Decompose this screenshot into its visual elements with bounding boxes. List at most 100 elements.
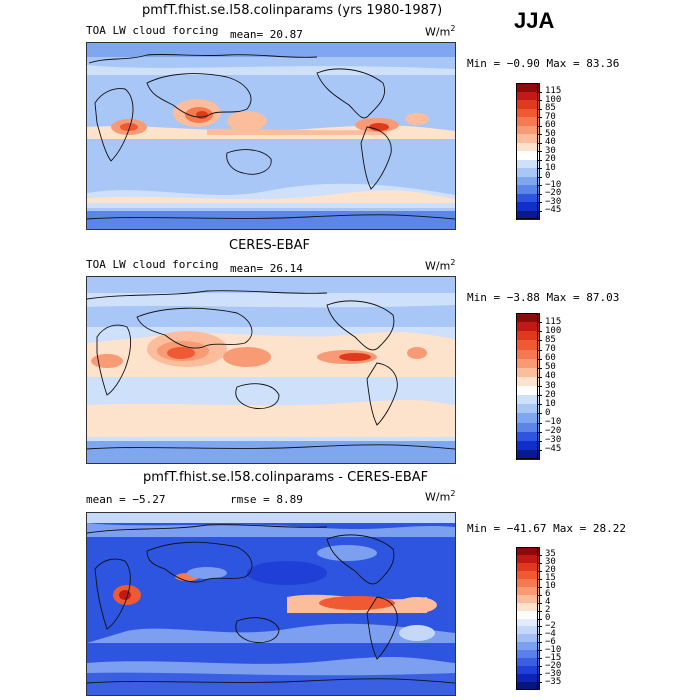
colorbar-label: −20 [545, 426, 562, 437]
colorbar-tick [538, 554, 542, 556]
colorbar-label: 20 [545, 154, 556, 164]
panel-title: pmfT.fhist.se.l58.colinparams - CERES-EB… [143, 470, 429, 485]
colorbar-tick [538, 386, 542, 387]
colorbar-label: 50 [545, 128, 556, 139]
colorbar-label: −30 [545, 196, 562, 207]
colorbar-label: 60 [545, 120, 556, 130]
rmse-value: rmse = 8.89 [230, 493, 303, 506]
colorbar-label: 0 [545, 407, 551, 418]
colorbar-label: −10 [545, 179, 562, 190]
colorbar-label: −4 [545, 628, 556, 639]
colorbar-tick [538, 658, 542, 660]
global-map [86, 512, 456, 696]
colorbar-tick [538, 562, 542, 564]
colorbar-tick [538, 202, 542, 203]
colorbar-label: 100 [545, 94, 562, 105]
colorbar-label: 20 [545, 389, 556, 400]
units-label: W/m2 [425, 258, 456, 273]
colorbar-tick [538, 650, 542, 652]
units-label: W/m2 [425, 24, 456, 39]
colorbar-frame [516, 83, 538, 219]
colorbar-label: 6 [545, 589, 551, 600]
min-max-label: Min = −41.67 Max = 28.22 [467, 522, 626, 535]
colorbar-tick [538, 395, 542, 397]
colorbar-label: −10 [545, 417, 562, 427]
colorbar-tick [538, 618, 542, 620]
colorbar-tick [538, 666, 542, 668]
colorbar-label: 10 [545, 581, 556, 592]
colorbar-tick [538, 449, 542, 451]
colorbar-tick [538, 100, 542, 101]
colorbar-tick [538, 142, 542, 144]
colorbar-label: 30 [545, 380, 556, 391]
colorbar-label: 15 [545, 573, 556, 584]
colorbar-label: 0 [545, 171, 551, 181]
colorbar-label: 20 [545, 565, 556, 576]
colorbar-label: 2 [545, 605, 551, 616]
global-map [86, 276, 456, 464]
colorbar-tick [538, 168, 542, 169]
colorbar-tick [538, 108, 542, 110]
colorbar-tick [538, 642, 542, 644]
colorbar-label: 60 [545, 353, 556, 364]
colorbar-tick [538, 594, 542, 596]
colorbar-label: 10 [545, 398, 556, 409]
colorbar-label: 40 [545, 137, 556, 147]
colorbar-tick [538, 358, 542, 360]
colorbar-label: 0 [545, 613, 551, 623]
colorbar-tick [538, 367, 542, 369]
colorbar-tick [538, 185, 542, 186]
colorbar-tick [538, 674, 542, 676]
colorbar-tick [538, 602, 542, 604]
colorbar-tick [538, 349, 542, 351]
colorbar-tick [538, 578, 542, 580]
variable-label: TOA LW cloud forcing [86, 258, 219, 271]
panel-title: pmfT.fhist.se.l58.colinparams (yrs 1980-… [142, 3, 443, 18]
colorbar-frame [516, 313, 538, 459]
colorbar-label: 85 [545, 334, 556, 345]
colorbar-tick [538, 626, 542, 628]
colorbar-label: 35 [545, 549, 556, 560]
colorbar-tick [538, 682, 542, 684]
colorbar-label: −20 [545, 188, 562, 198]
colorbar-frame [516, 547, 538, 690]
colorbar-label: 30 [545, 145, 556, 156]
units-label: W/m2 [425, 489, 456, 504]
colorbar-tick [538, 404, 542, 406]
colorbar-label: 30 [545, 557, 556, 568]
colorbar-label: −45 [545, 205, 562, 215]
colorbar-tick [538, 413, 542, 415]
colorbar-label: −45 [545, 444, 562, 455]
colorbar-tick [538, 125, 542, 127]
colorbar-label: 10 [545, 162, 556, 173]
colorbar-label: 115 [545, 316, 562, 327]
colorbar-label: −15 [545, 652, 562, 663]
colorbar-tick [538, 331, 542, 333]
colorbar-tick [538, 151, 542, 152]
colorbar-label: 40 [545, 371, 556, 382]
colorbar-tick [538, 440, 542, 442]
colorbar-tick [538, 176, 542, 178]
min-max-label: Min = −0.90 Max = 83.36 [467, 57, 620, 70]
colorbar-tick [538, 117, 542, 118]
colorbar-tick [538, 322, 542, 324]
mean-value: mean= 26.14 [230, 262, 303, 275]
colorbar-tick [538, 570, 542, 572]
colorbar-tick [538, 91, 542, 93]
colorbar-tick [538, 586, 542, 588]
colorbar-label: −10 [545, 644, 562, 655]
colorbar-label: −30 [545, 668, 562, 679]
colorbar-label: −6 [545, 636, 556, 647]
colorbar-label: −30 [545, 435, 562, 446]
colorbar-tick [538, 431, 542, 433]
global-map [86, 42, 456, 230]
mean-value: mean = −5.27 [86, 493, 166, 506]
colorbar-label: 115 [545, 86, 562, 96]
panel-title: CERES-EBAF [229, 238, 310, 253]
colorbar-label: 100 [545, 325, 562, 336]
colorbar-label: 50 [545, 362, 556, 373]
colorbar-label: 85 [545, 103, 556, 113]
min-max-label: Min = −3.88 Max = 87.03 [467, 291, 620, 304]
mean-value: mean= 20.87 [230, 28, 303, 41]
colorbar-tick [538, 610, 542, 612]
